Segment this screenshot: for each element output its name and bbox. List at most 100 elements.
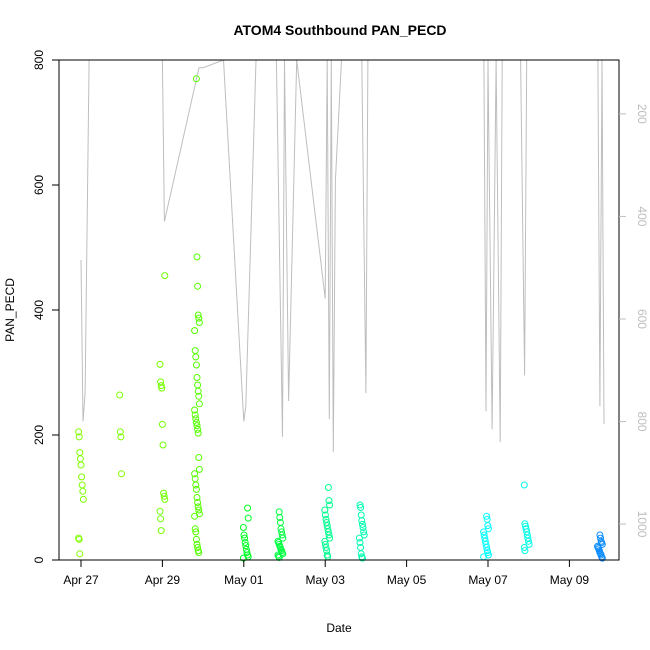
data-point bbox=[192, 485, 200, 493]
data-point bbox=[520, 544, 528, 551]
data-point bbox=[194, 282, 202, 290]
data-point bbox=[195, 465, 203, 473]
data-point bbox=[192, 535, 200, 543]
data-point bbox=[75, 433, 83, 441]
data-point bbox=[241, 539, 249, 546]
plot-frame bbox=[58, 59, 620, 561]
data-point bbox=[325, 531, 333, 539]
data-point bbox=[160, 492, 168, 500]
data-point bbox=[324, 484, 332, 491]
data-point bbox=[325, 497, 333, 505]
data-point bbox=[355, 534, 363, 542]
x-tick-label: May 07 bbox=[468, 573, 508, 587]
y2-tick-label: 800 bbox=[635, 412, 649, 432]
data-point bbox=[78, 473, 86, 481]
data-point bbox=[157, 527, 165, 535]
data-point bbox=[524, 534, 532, 542]
data-point bbox=[79, 487, 87, 495]
data-point bbox=[358, 554, 366, 562]
secondary-y-axis: 200 400 600 800 1000 bbox=[619, 104, 649, 538]
y2-tick-label: 600 bbox=[635, 309, 649, 329]
data-point bbox=[194, 425, 202, 433]
data-point bbox=[156, 360, 164, 368]
data-point bbox=[156, 507, 164, 515]
data-point bbox=[195, 549, 203, 556]
data-point bbox=[360, 528, 368, 536]
data-point bbox=[194, 503, 202, 511]
data-point bbox=[596, 531, 604, 539]
data-point bbox=[192, 361, 200, 369]
data-point bbox=[525, 537, 532, 545]
data-point bbox=[357, 504, 365, 511]
data-point bbox=[358, 517, 366, 525]
data-point bbox=[76, 449, 84, 456]
altitude-line bbox=[80, 60, 605, 453]
data-point bbox=[192, 419, 200, 426]
x-tick-label: Apr 29 bbox=[145, 573, 181, 587]
data-point bbox=[481, 534, 489, 542]
data-point bbox=[359, 524, 367, 531]
data-point bbox=[195, 400, 203, 408]
data-point bbox=[357, 550, 365, 558]
data-point bbox=[279, 534, 287, 542]
x-tick-label: May 09 bbox=[550, 573, 590, 587]
data-point bbox=[323, 522, 331, 530]
data-point bbox=[117, 433, 125, 441]
data-point bbox=[323, 547, 331, 555]
data-point bbox=[195, 506, 203, 514]
data-point bbox=[76, 455, 84, 463]
x-tick-label: May 01 bbox=[224, 573, 264, 587]
data-point bbox=[77, 461, 85, 469]
data-point bbox=[191, 327, 199, 335]
chart-title: ATOM4 Southbound PAN_PECD bbox=[233, 22, 446, 38]
data-point bbox=[193, 374, 201, 381]
altitude-series bbox=[80, 60, 605, 453]
data-point bbox=[278, 531, 286, 539]
y2-tick-label: 200 bbox=[635, 104, 649, 124]
data-point bbox=[192, 481, 200, 489]
data-point bbox=[193, 494, 201, 501]
data-point bbox=[194, 499, 202, 506]
x-axis-label: Date bbox=[326, 621, 352, 635]
data-point bbox=[116, 391, 124, 399]
y-tick-label: 800 bbox=[32, 50, 46, 70]
y2-tick-label: 400 bbox=[635, 206, 649, 226]
data-point bbox=[194, 387, 202, 395]
data-point bbox=[483, 544, 491, 551]
data-point bbox=[194, 429, 202, 437]
data-point bbox=[159, 441, 167, 449]
data-point bbox=[484, 525, 492, 533]
data-point bbox=[76, 550, 84, 558]
data-point bbox=[194, 311, 202, 319]
x-tick-label: May 05 bbox=[387, 573, 427, 587]
y2-tick-label: 1000 bbox=[635, 511, 649, 538]
data-point bbox=[191, 470, 199, 478]
x-axis: Apr 27 Apr 29 May 01 May 03 May 05 May 07 May … bbox=[63, 560, 589, 587]
data-point bbox=[195, 319, 203, 326]
data-point bbox=[78, 481, 86, 489]
data-point bbox=[158, 384, 166, 392]
data-point bbox=[191, 525, 199, 533]
x-tick-label: Apr 27 bbox=[63, 573, 99, 587]
data-point bbox=[157, 515, 165, 523]
data-point bbox=[75, 428, 83, 436]
data-point bbox=[160, 489, 168, 497]
data-point bbox=[158, 420, 166, 428]
data-point bbox=[195, 314, 203, 322]
data-point bbox=[192, 528, 200, 536]
data-point bbox=[242, 542, 250, 550]
data-point bbox=[525, 540, 533, 548]
data-point bbox=[193, 422, 201, 430]
data-point bbox=[194, 381, 202, 389]
y-tick-label: 600 bbox=[32, 175, 46, 195]
data-point bbox=[191, 512, 199, 520]
y-tick-label: 0 bbox=[32, 556, 46, 563]
data-point bbox=[192, 353, 200, 361]
data-point bbox=[241, 534, 249, 542]
data-point bbox=[191, 406, 199, 414]
x-tick-label: May 03 bbox=[306, 573, 346, 587]
y-tick-label: 200 bbox=[32, 425, 46, 445]
data-point bbox=[356, 539, 364, 546]
data-point bbox=[276, 514, 284, 521]
data-point bbox=[323, 519, 331, 526]
